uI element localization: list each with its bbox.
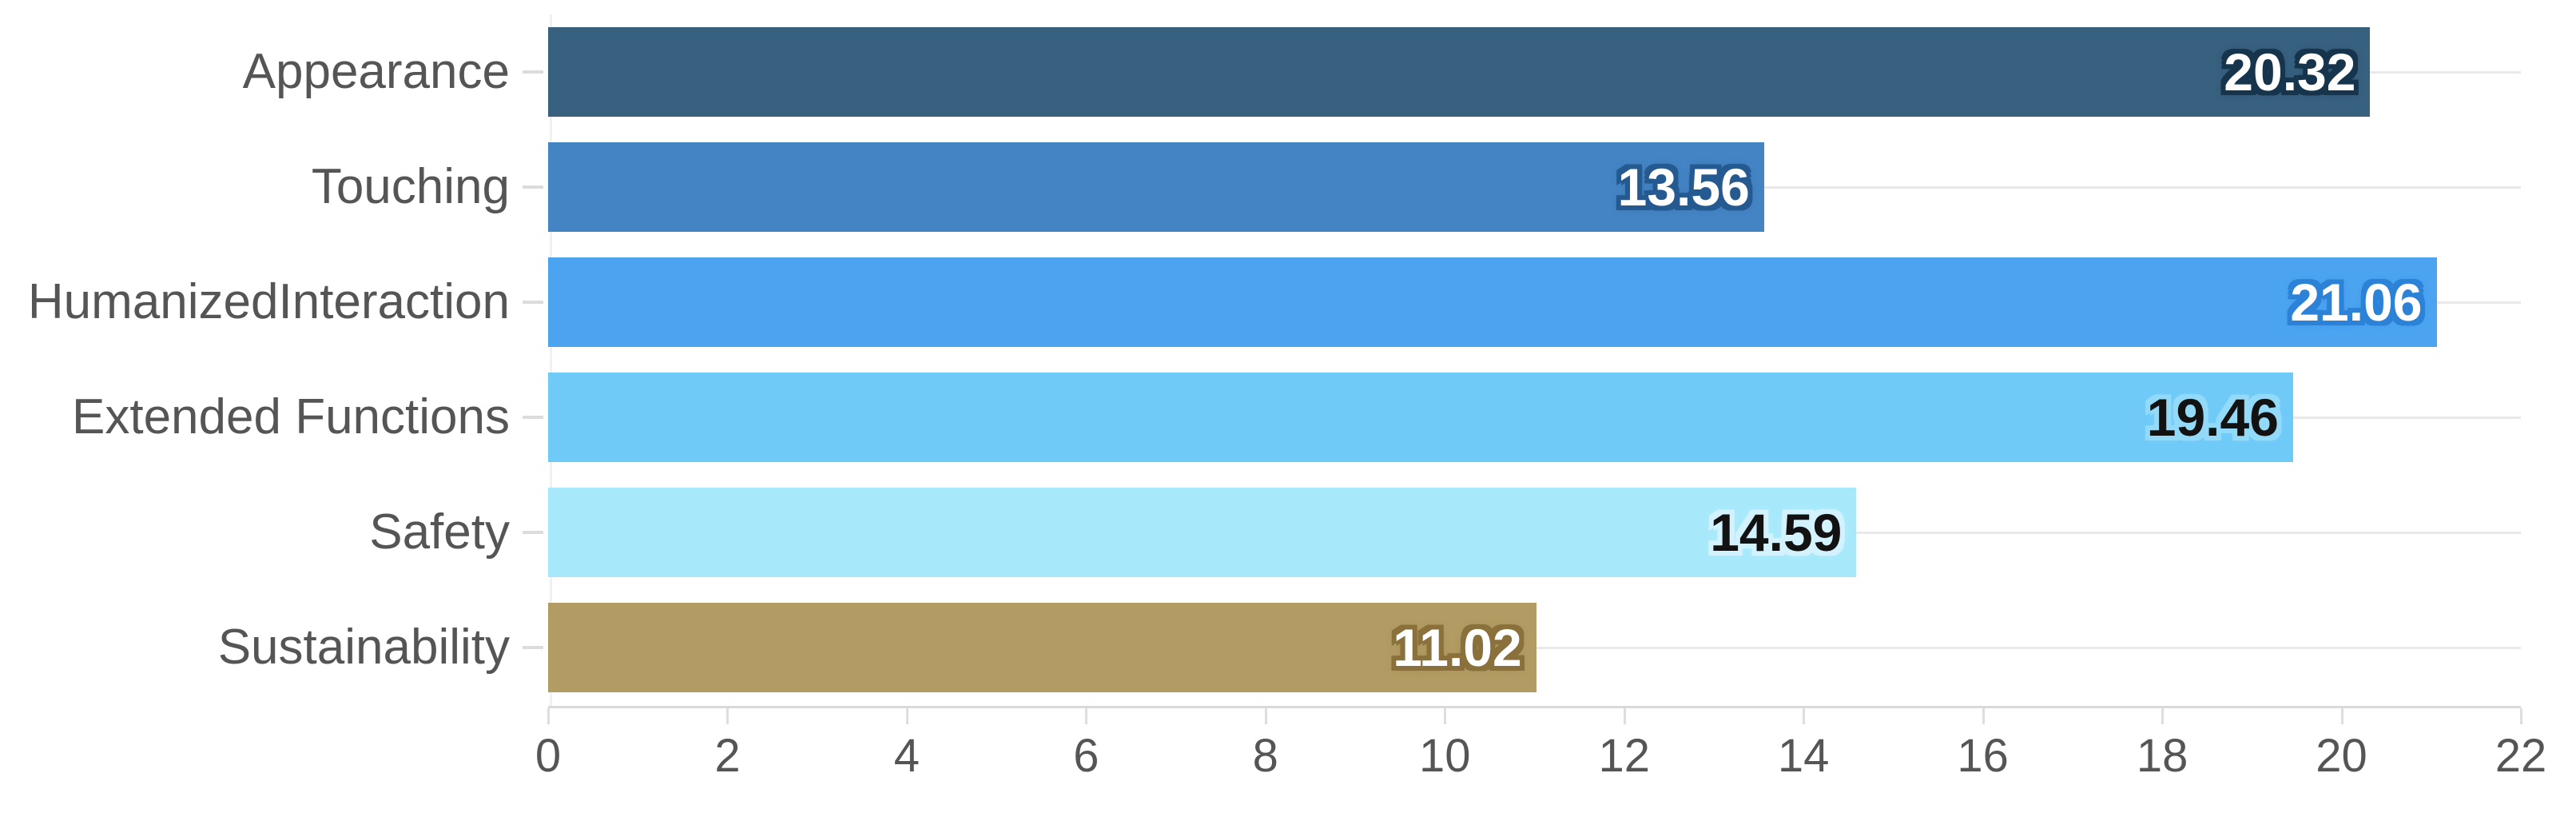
bar-track: 20.32 xyxy=(548,14,2521,130)
category-label: HumanizedInteraction xyxy=(27,274,510,329)
y-axis-tick xyxy=(523,70,543,74)
category-label: Touching xyxy=(311,159,510,214)
bar-track: 13.56 xyxy=(548,130,2521,245)
x-tick-mark xyxy=(1982,708,1985,724)
bar-row-safety: Safety 14.59 xyxy=(0,475,2521,590)
bar-rows: Appearance 20.32 Touching 13.56 Humanize… xyxy=(0,14,2521,705)
category-label: Safety xyxy=(369,504,510,560)
x-tick-mark xyxy=(1444,708,1447,724)
x-tick-label: 16 xyxy=(1957,730,2009,782)
category-label: Appearance xyxy=(242,44,510,99)
bar-track: 21.06 xyxy=(548,245,2521,360)
bar: 14.59 xyxy=(548,488,1857,577)
y-axis-tick xyxy=(523,646,543,649)
bar: 11.02 xyxy=(548,603,1536,692)
bar: 13.56 xyxy=(548,142,1764,232)
x-tick-label: 6 xyxy=(1073,730,1099,782)
category-label: Sustainability xyxy=(217,620,510,675)
bar-track: 11.02 xyxy=(548,590,2521,705)
x-tick-mark xyxy=(2161,708,2165,724)
bar: 21.06 xyxy=(548,257,2437,347)
bar-track: 14.59 xyxy=(548,475,2521,590)
value-label: 14.59 xyxy=(1710,503,1843,562)
x-tick-mark xyxy=(1803,708,1806,724)
x-tick-label: 20 xyxy=(2316,730,2367,782)
bar: 20.32 xyxy=(548,27,2371,117)
x-axis: 0 2 4 6 8 10 12 14 16 18 20 22 xyxy=(535,706,2546,802)
bar-row-sustainability: Sustainability 11.02 xyxy=(0,590,2521,705)
x-tick-mark xyxy=(2520,708,2522,724)
bar-row-appearance: Appearance 20.32 xyxy=(0,14,2521,130)
x-tick-label: 10 xyxy=(1419,730,1471,782)
x-tick-label: 8 xyxy=(1252,730,1278,782)
x-tick-label: 14 xyxy=(1777,730,1830,782)
x-tick-label: 22 xyxy=(2495,730,2547,782)
value-label: 19.46 xyxy=(2146,388,2279,447)
bar-row-humanized-interaction: HumanizedInteraction 21.06 xyxy=(0,245,2521,360)
x-tick-mark xyxy=(547,708,550,724)
y-axis-tick xyxy=(523,301,543,304)
y-axis-tick xyxy=(523,185,543,189)
x-tick-label: 4 xyxy=(893,730,920,782)
value-label: 20.32 xyxy=(2224,42,2356,102)
x-tick-mark xyxy=(1085,708,1088,724)
x-tick-mark xyxy=(1264,708,1267,724)
y-axis-tick xyxy=(523,531,543,534)
y-axis-tick xyxy=(523,416,543,419)
x-tick-label: 12 xyxy=(1598,730,1650,782)
x-tick-mark xyxy=(905,708,908,724)
category-label: Extended Functions xyxy=(71,389,510,444)
value-label: 13.56 xyxy=(1617,157,1750,217)
y-axis-line xyxy=(550,14,552,707)
x-tick-label: 18 xyxy=(2136,730,2188,782)
value-label: 11.02 xyxy=(1393,618,1522,677)
bar: 19.46 xyxy=(548,373,2293,462)
bar-row-touching: Touching 13.56 xyxy=(0,130,2521,245)
x-tick-label: 0 xyxy=(535,730,562,782)
value-label: 21.06 xyxy=(2290,273,2423,332)
x-tick-mark xyxy=(1623,708,1626,724)
x-tick-mark xyxy=(726,708,729,724)
x-tick-mark xyxy=(2340,708,2343,724)
bar-row-extended-functions: Extended Functions 19.46 xyxy=(0,360,2521,475)
bar-track: 19.46 xyxy=(548,360,2521,475)
x-tick-label: 2 xyxy=(714,730,741,782)
x-axis-line xyxy=(548,706,2521,708)
